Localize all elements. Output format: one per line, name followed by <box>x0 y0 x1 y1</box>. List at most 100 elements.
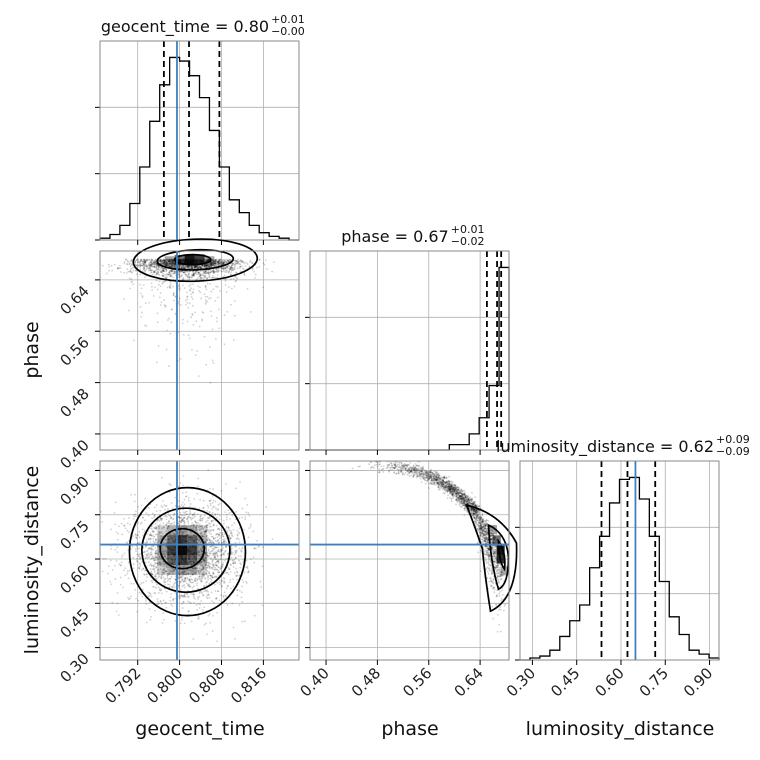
scatter-point <box>157 273 160 276</box>
scatter-point <box>224 284 227 286</box>
scatter-point <box>420 481 423 484</box>
scatter-point <box>224 261 227 263</box>
scatter-point <box>160 476 163 479</box>
scatter-point <box>211 561 214 564</box>
scatter-point <box>214 551 217 554</box>
scatter-point <box>197 271 200 274</box>
scatter-point <box>153 270 155 273</box>
scatter-point <box>200 569 203 572</box>
scatter-point <box>190 274 193 276</box>
scatter-point <box>169 577 172 580</box>
scatter-point <box>197 577 200 580</box>
scatter-point <box>170 270 173 273</box>
scatter-point <box>234 259 237 262</box>
scatter-point <box>151 260 153 262</box>
scatter-point <box>201 311 204 313</box>
scatter-point <box>161 518 163 520</box>
scatter-point <box>186 267 189 270</box>
scatter-point <box>145 603 148 605</box>
scatter-point <box>152 586 154 588</box>
scatter-point <box>204 284 207 287</box>
scatter-point <box>207 575 209 578</box>
scatter-point <box>155 541 158 544</box>
scatter-point <box>164 260 167 262</box>
scatter-point <box>163 267 165 270</box>
scatter-point <box>200 576 203 579</box>
scatter-point <box>210 567 213 569</box>
scatter-point <box>162 269 164 272</box>
scatter-point <box>183 594 186 597</box>
scatter-point <box>126 268 129 270</box>
scatter-point <box>206 504 209 507</box>
scatter-point <box>244 518 247 521</box>
scatter-point <box>154 552 156 554</box>
scatter-point <box>153 262 156 265</box>
scatter-point <box>265 268 268 271</box>
scatter-point <box>145 264 148 266</box>
scatter-point <box>179 622 182 625</box>
scatter-point <box>163 260 166 262</box>
scatter-point <box>169 286 171 289</box>
scatter-point <box>190 265 193 267</box>
scatter-point <box>208 582 211 585</box>
scatter-point <box>157 260 160 263</box>
scatter-point <box>187 265 190 268</box>
scatter-point <box>113 263 116 266</box>
scatter-point <box>239 481 241 483</box>
scatter-point <box>206 259 209 262</box>
scatter-point <box>137 534 139 536</box>
scatter-point <box>168 260 171 263</box>
scatter-point <box>158 519 161 522</box>
scatter-point <box>167 265 170 267</box>
scatter-point <box>216 270 219 272</box>
scatter-point <box>198 325 201 328</box>
scatter-point <box>151 259 154 262</box>
scatter-point <box>169 259 172 262</box>
scatter-point <box>210 533 212 535</box>
scatter-point <box>201 273 204 276</box>
scatter-point <box>152 548 155 551</box>
scatter-point <box>208 274 211 277</box>
scatter-point <box>156 521 158 523</box>
scatter-point <box>204 551 207 554</box>
scatter-point <box>215 268 217 270</box>
scatter-point <box>211 519 213 522</box>
scatter-point <box>190 620 193 623</box>
scatter-point <box>178 264 181 267</box>
scatter-point <box>168 265 171 268</box>
scatter-point <box>194 272 197 275</box>
scatter-point <box>186 296 188 298</box>
scatter-point <box>191 267 193 270</box>
scatter-point <box>227 260 230 263</box>
scatter-point <box>202 572 204 575</box>
scatter-point <box>193 266 196 269</box>
scatter-point <box>174 533 177 536</box>
scatter-point <box>159 523 161 526</box>
scatter-point <box>171 261 174 264</box>
scatter-point <box>207 258 210 261</box>
scatter-point <box>143 265 146 268</box>
scatter-point <box>180 265 183 268</box>
scatter-point <box>207 259 209 261</box>
scatter-point <box>191 348 193 351</box>
scatter-point <box>159 259 162 262</box>
scatter-point <box>228 270 231 273</box>
scatter-point <box>130 270 133 273</box>
scatter-point <box>500 599 502 602</box>
scatter-point <box>156 312 159 315</box>
scatter-point <box>182 517 185 520</box>
scatter-point <box>143 261 146 263</box>
scatter-point <box>210 557 212 559</box>
scatter-point <box>236 277 239 280</box>
scatter-point <box>181 533 184 535</box>
scatter-point <box>203 571 205 574</box>
scatter-point <box>153 262 155 264</box>
scatter-point <box>210 264 213 267</box>
scatter-point <box>172 261 174 264</box>
scatter-point <box>191 266 194 269</box>
scatter-point <box>150 579 153 582</box>
scatter-point <box>169 260 172 263</box>
scatter-point <box>166 286 169 289</box>
scatter-point <box>124 258 127 261</box>
scatter-point <box>143 266 146 269</box>
